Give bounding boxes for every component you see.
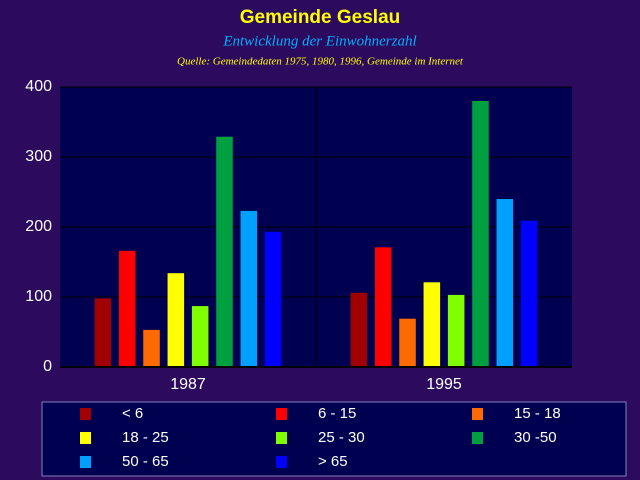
legend-label: 50 - 65 — [122, 453, 169, 470]
y-tick-label: 300 — [25, 148, 52, 165]
legend — [41, 401, 627, 477]
bar — [520, 220, 538, 367]
legend-label: < 6 — [122, 405, 143, 422]
bar — [472, 101, 489, 367]
bar — [374, 247, 392, 367]
legend-label: 18 - 25 — [122, 429, 169, 446]
bar — [143, 329, 160, 367]
bar — [118, 250, 136, 367]
legend-label: 6 - 15 — [318, 405, 356, 422]
bar — [350, 292, 368, 367]
legend-swatch — [80, 456, 91, 468]
legend-swatch — [276, 432, 287, 444]
bar — [399, 318, 416, 367]
bar — [496, 199, 514, 367]
bar — [447, 294, 465, 367]
legend-swatch — [472, 408, 483, 420]
bar — [423, 282, 441, 367]
legend-label: > 65 — [318, 453, 348, 470]
x-tick-label: 1995 — [426, 376, 462, 393]
chart-source: Quelle: Gemeindedaten 1975, 1980, 1996, … — [177, 56, 464, 68]
chart-title: Gemeinde Geslau — [240, 7, 401, 28]
legend-swatch — [276, 456, 287, 468]
y-tick-label: 100 — [25, 288, 52, 305]
y-tick-label: 0 — [43, 358, 52, 375]
chart-subtitle: Entwicklung der Einwohnerzahl — [222, 33, 416, 49]
bar — [264, 231, 282, 367]
bar — [94, 298, 112, 367]
legend-label: 15 - 18 — [514, 405, 561, 422]
legend-swatch — [80, 432, 91, 444]
bar — [167, 273, 185, 367]
legend-label: 25 - 30 — [318, 429, 365, 446]
bar — [216, 136, 233, 367]
bar — [191, 306, 209, 367]
y-tick-label: 400 — [25, 78, 52, 95]
legend-label: 30 -50 — [514, 429, 557, 446]
x-tick-label: 1987 — [170, 376, 206, 393]
bar — [240, 210, 258, 367]
legend-swatch — [276, 408, 287, 420]
legend-swatch — [80, 408, 91, 420]
legend-swatch — [472, 432, 483, 444]
y-tick-label: 200 — [25, 218, 52, 235]
